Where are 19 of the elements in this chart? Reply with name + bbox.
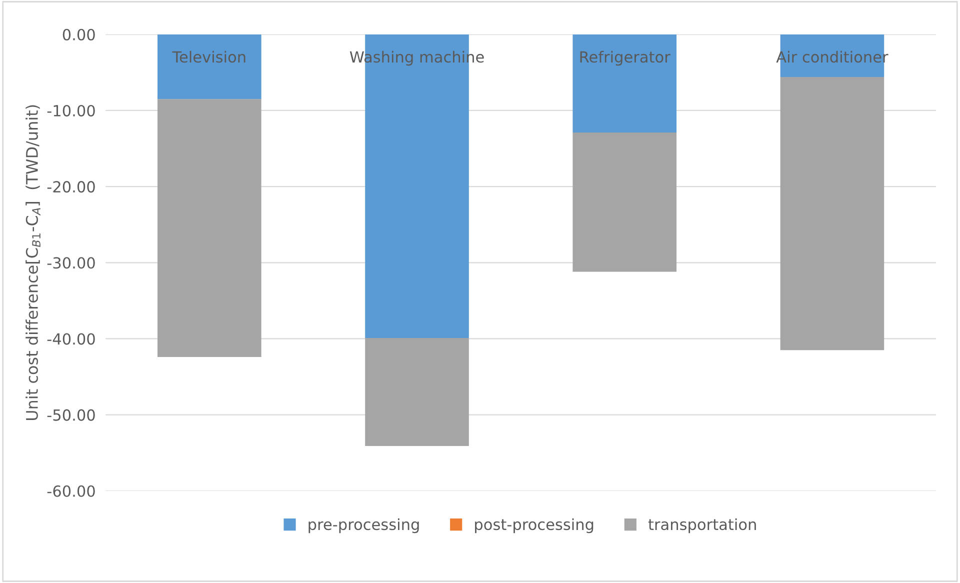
x-tick-label: Television: [172, 50, 246, 63]
legend-label: transportation: [648, 518, 756, 534]
y-tick-label: -60.00: [47, 485, 95, 497]
y-tick-label: -40.00: [47, 333, 95, 345]
y-tick-label: -30.00: [47, 257, 95, 269]
bar: [572, 34, 676, 133]
y-tick-label: -10.00: [47, 104, 95, 116]
bar: [158, 34, 262, 100]
legend-label: post-processing: [475, 518, 594, 534]
y-tick-label: -50.00: [47, 409, 95, 421]
x-tick-label: Refrigerator: [580, 50, 670, 66]
y-tick-label: 0.00: [62, 28, 95, 40]
bar: [572, 132, 676, 272]
bar: [158, 99, 262, 357]
bar: [780, 77, 884, 350]
bar: [365, 338, 469, 446]
y-tick-label: -20.00: [47, 181, 95, 193]
y-axis-title: Unit cost difference[C$_{B1}$-C$_{A}$] (TWD/unit): [26, 105, 40, 420]
legend-label: pre-processing: [308, 518, 419, 534]
